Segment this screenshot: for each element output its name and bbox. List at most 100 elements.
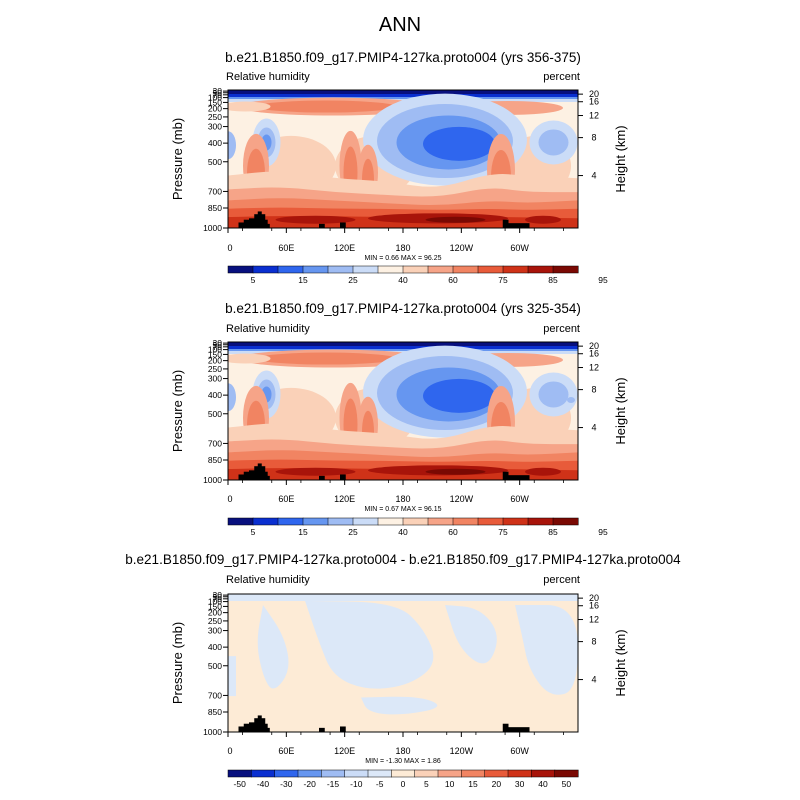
y-tick-label: 850 xyxy=(208,707,222,717)
panel-2: b.e21.B1850.f09_g17.PMIP4-127ka.proto004… xyxy=(170,301,628,537)
topography-bar-4 xyxy=(257,211,262,228)
colorbar-label: -10 xyxy=(350,779,363,789)
y-tick-label: 500 xyxy=(208,661,222,671)
contour-dry-pacific-4 xyxy=(423,126,495,161)
colorbar-box xyxy=(302,517,329,526)
colorbar-label: -15 xyxy=(327,779,340,789)
y-axis-label: Pressure (mb) xyxy=(170,622,185,704)
x-tick-label: 120E xyxy=(334,243,355,253)
colorbar-label: 85 xyxy=(548,527,558,537)
y-tick-label-right: 8 xyxy=(591,637,596,647)
colorbar-box xyxy=(427,265,454,274)
colorbar-box xyxy=(297,769,322,778)
colorbar-label: 0 xyxy=(401,779,406,789)
colorbar-label: -5 xyxy=(376,779,384,789)
colorbar-box xyxy=(452,517,479,526)
y-tick-label-right: 20 xyxy=(589,89,599,99)
x-tick-label: 0 xyxy=(227,243,232,253)
left-label: Relative humidity xyxy=(226,323,310,335)
colorbar-label: -30 xyxy=(280,779,293,789)
colorbar-box xyxy=(461,769,486,778)
contour-boundary-max-4 xyxy=(425,216,486,223)
colorbar-label: 75 xyxy=(498,527,508,537)
y-tick-label: 1000 xyxy=(203,223,222,233)
contour-boundary-max-3 xyxy=(525,215,561,224)
colorbar-box xyxy=(527,517,554,526)
y-axis-label: Pressure (mb) xyxy=(170,118,185,200)
y-tick-label: 100 xyxy=(208,345,222,355)
topography-bar-3 xyxy=(254,214,259,228)
colorbar-label: 60 xyxy=(448,527,458,537)
topography-bar-8 xyxy=(319,475,325,480)
topography-bar-0 xyxy=(238,726,245,732)
colorbar-box xyxy=(507,769,532,778)
y-tick-label-right: 12 xyxy=(589,111,599,121)
panel-title: b.e21.B1850.f09_g17.PMIP4-127ka.proto004… xyxy=(225,301,581,316)
topography-bar-9 xyxy=(340,726,346,732)
contour-small-dry-spot xyxy=(567,396,575,403)
colorbar-label: -20 xyxy=(304,779,317,789)
colorbar-box xyxy=(484,769,509,778)
y-tick-label: 400 xyxy=(208,390,222,400)
y-tick-label-right: 12 xyxy=(589,615,599,625)
y-tick-label-right: 4 xyxy=(591,423,596,433)
topography-bar-4 xyxy=(257,463,262,480)
contour-boundary-max-2 xyxy=(275,215,356,224)
colorbar-box xyxy=(352,517,379,526)
colorbar-box xyxy=(477,517,504,526)
y-tick-label: 700 xyxy=(208,186,222,196)
contour-field xyxy=(228,342,578,480)
colorbar-label: 20 xyxy=(492,779,502,789)
colorbar-box xyxy=(391,769,416,778)
colorbar-box xyxy=(227,517,254,526)
stats-label: MIN = 0.67 MAX = 96.15 xyxy=(364,506,441,513)
colorbar-label: 10 xyxy=(445,779,455,789)
topography-bar-7 xyxy=(267,223,270,228)
colorbar-box xyxy=(377,265,404,274)
right-label: percent xyxy=(543,323,580,335)
colorbar-box xyxy=(402,265,429,274)
colorbar-box xyxy=(502,265,529,274)
y-tick-label: 300 xyxy=(208,626,222,636)
topography-bar-2 xyxy=(249,218,255,228)
y-tick-label: 850 xyxy=(208,455,222,465)
y-tick-label-right: 16 xyxy=(589,349,599,359)
colorbar-label: -40 xyxy=(257,779,270,789)
y-tick-label-right: 8 xyxy=(591,385,596,395)
topography-bar-1 xyxy=(243,219,250,228)
y-tick-label: 700 xyxy=(208,438,222,448)
colorbar-label: 40 xyxy=(398,527,408,537)
x-tick-label: 60W xyxy=(510,494,529,504)
contour-band-strat-2 xyxy=(228,349,578,351)
contour-dry-atlantic-2 xyxy=(538,381,569,408)
colorbar-box xyxy=(402,517,429,526)
colorbar-box xyxy=(344,769,369,778)
colorbar-box xyxy=(274,769,299,778)
topography-bar-9 xyxy=(340,474,346,480)
colorbar-box xyxy=(277,265,304,274)
panel-1: b.e21.B1850.f09_g17.PMIP4-127ka.proto004… xyxy=(170,50,628,285)
right-label: percent xyxy=(543,574,580,586)
topography-bar-5 xyxy=(261,214,266,228)
colorbar-label: 30 xyxy=(515,779,525,789)
colorbar-box xyxy=(427,517,454,526)
topography-bar-10 xyxy=(502,471,509,480)
topography-bar-11 xyxy=(508,223,530,228)
topography-bar-6 xyxy=(264,471,268,480)
colorbar-label: 5 xyxy=(251,527,256,537)
right-label: percent xyxy=(543,71,580,83)
topography-bar-1 xyxy=(243,471,250,480)
colorbar-box xyxy=(554,769,579,778)
contour-neg-region-4 xyxy=(361,696,438,715)
contour-boundary-max-2 xyxy=(275,467,356,476)
topography-bar-6 xyxy=(264,219,268,228)
colorbar-box xyxy=(327,517,354,526)
y-tick-label-right: 4 xyxy=(591,171,596,181)
topography-bar-0 xyxy=(238,222,245,228)
y-tick-label: 70 xyxy=(213,594,223,604)
y-tick-label: 50 xyxy=(213,340,223,350)
colorbar-box xyxy=(227,265,254,274)
topography-bar-8 xyxy=(319,223,325,228)
colorbar-box xyxy=(477,265,504,274)
stats-label: MIN = 0.66 MAX = 96.25 xyxy=(364,255,441,262)
